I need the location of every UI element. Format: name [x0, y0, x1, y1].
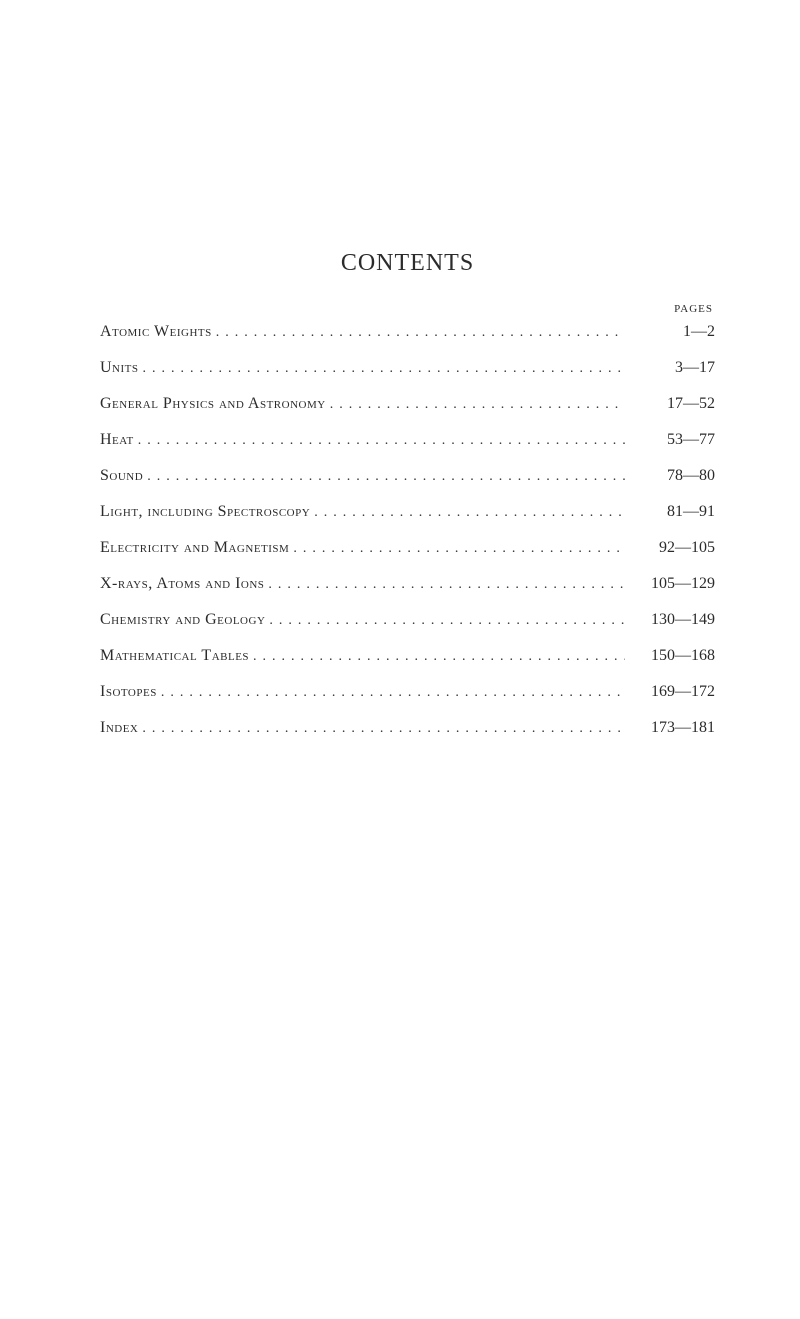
pages-column-header: PAGES [100, 303, 715, 315]
toc-page-range: 78—80 [625, 467, 715, 485]
toc-row: Sound...................................… [100, 467, 715, 485]
toc-page-range: 53—77 [625, 431, 715, 449]
toc-row: Index...................................… [100, 719, 715, 737]
toc-row: Heat....................................… [100, 431, 715, 449]
toc-leader: ........................................… [134, 433, 625, 449]
toc-label: Index [100, 719, 138, 737]
toc-row: Electricity and Magnetism...............… [100, 539, 715, 557]
toc-label: Units [100, 359, 139, 377]
toc-row: X-rays, Atoms and Ions..................… [100, 575, 715, 593]
toc-page-range: 105—129 [625, 575, 715, 593]
toc-label: Isotopes [100, 683, 157, 701]
toc-leader: ........................................… [138, 721, 625, 737]
toc-page-range: 81—91 [625, 503, 715, 521]
toc-leader: ........................................… [326, 397, 625, 413]
toc-label: Electricity and Magnetism [100, 539, 289, 557]
toc-page-range: 17—52 [625, 395, 715, 413]
toc-row: Atomic Weights..........................… [100, 323, 715, 341]
toc-leader: ........................................… [212, 325, 625, 341]
page: CONTENTS PAGES Atomic Weights...........… [0, 0, 800, 1319]
toc-page-range: 173—181 [625, 719, 715, 737]
toc-row: Mathematical Tables.....................… [100, 647, 715, 665]
toc-label: Light, including Spectroscopy [100, 503, 310, 521]
toc-leader: ........................................… [249, 649, 625, 665]
toc-leader: ........................................… [265, 613, 625, 629]
toc-row: Units...................................… [100, 359, 715, 377]
toc-leader: ........................................… [139, 361, 626, 377]
toc-page-range: 3—17 [625, 359, 715, 377]
toc-label: Sound [100, 467, 143, 485]
toc-leader: ........................................… [143, 469, 625, 485]
toc-row: Light, including Spectroscopy...........… [100, 503, 715, 521]
toc-label: Chemistry and Geology [100, 611, 265, 629]
toc-leader: ........................................… [289, 541, 625, 557]
toc-label: X-rays, Atoms and Ions [100, 575, 264, 593]
toc-label: Atomic Weights [100, 323, 212, 341]
toc-row: Chemistry and Geology...................… [100, 611, 715, 629]
toc-page-range: 130—149 [625, 611, 715, 629]
toc-page-range: 92—105 [625, 539, 715, 557]
toc-label: General Physics and Astronomy [100, 395, 326, 413]
toc-label: Mathematical Tables [100, 647, 249, 665]
contents-title: CONTENTS [100, 250, 715, 277]
toc-page-range: 150—168 [625, 647, 715, 665]
toc-page-range: 169—172 [625, 683, 715, 701]
toc-row: Isotopes................................… [100, 683, 715, 701]
toc-label: Heat [100, 431, 134, 449]
toc-row: General Physics and Astronomy...........… [100, 395, 715, 413]
toc-leader: ........................................… [157, 685, 625, 701]
toc-leader: ........................................… [264, 577, 625, 593]
table-of-contents: Atomic Weights..........................… [100, 323, 715, 737]
toc-leader: ........................................… [310, 505, 625, 521]
toc-page-range: 1—2 [625, 323, 715, 341]
